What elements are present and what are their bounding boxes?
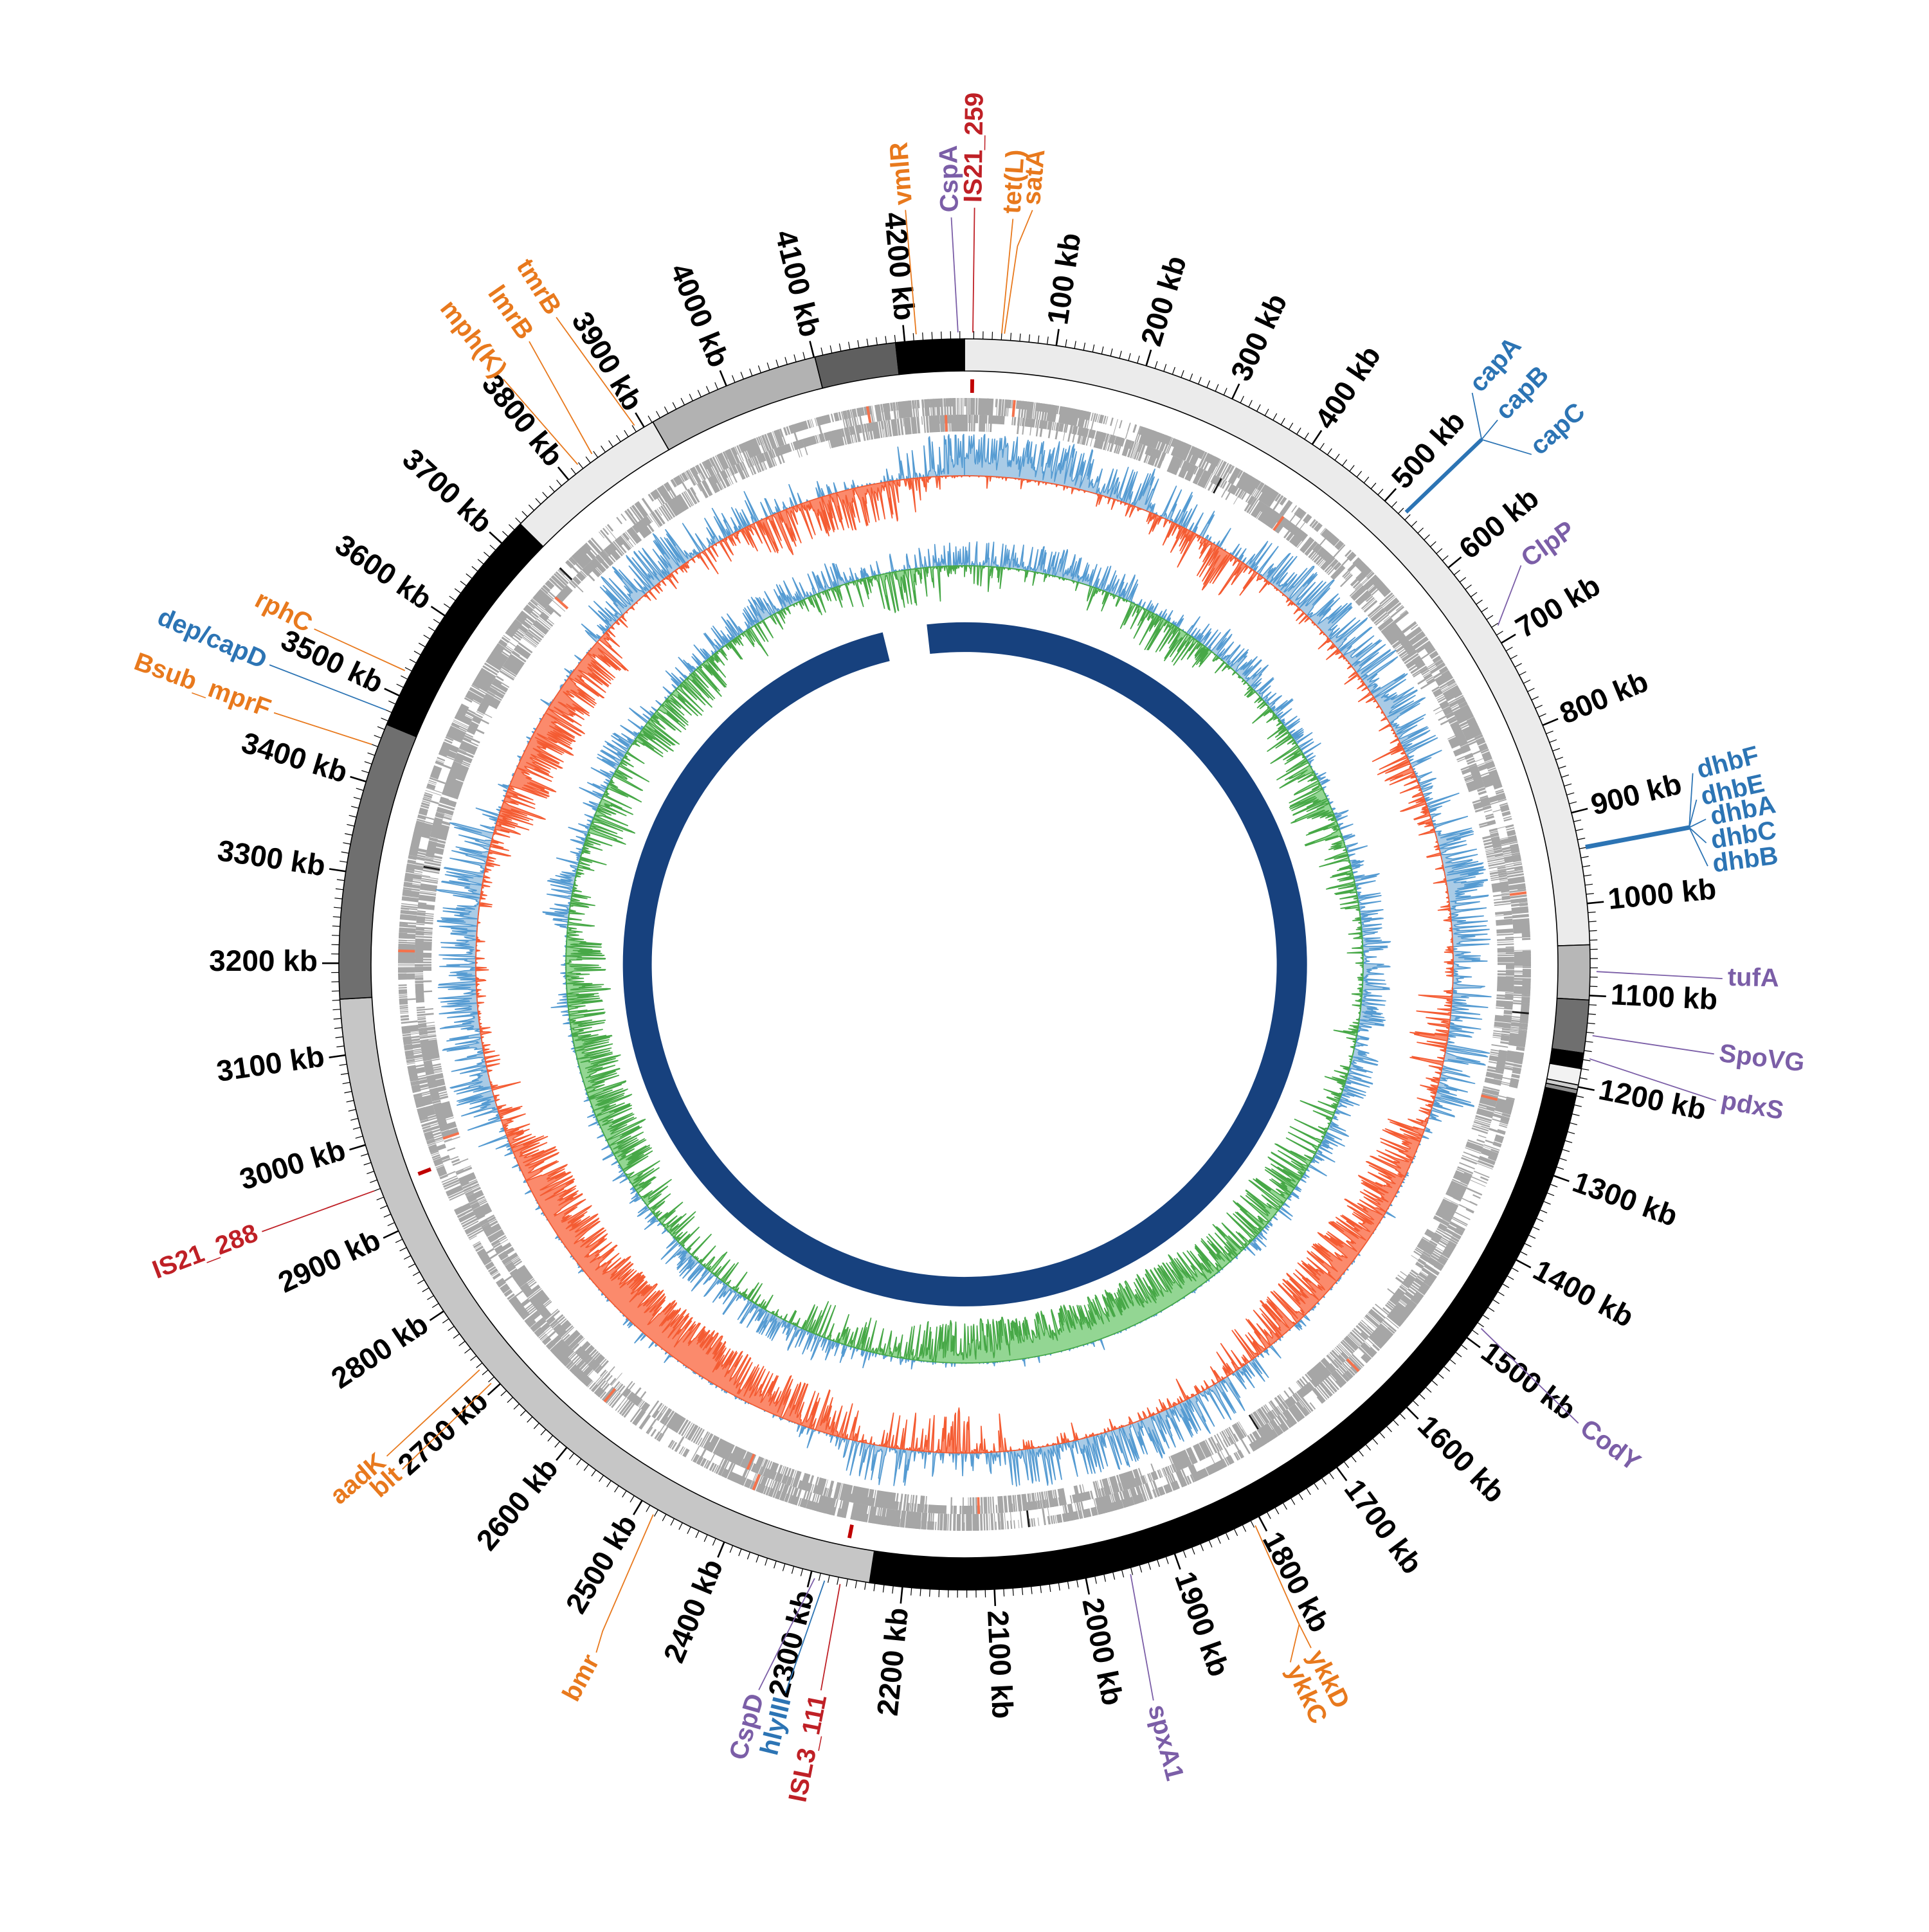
svg-text:tufA: tufA (1727, 963, 1779, 993)
svg-text:1100 kb: 1100 kb (1610, 977, 1719, 1016)
svg-text:vmlR: vmlR (885, 141, 918, 206)
svg-text:3200 kb: 3200 kb (209, 944, 318, 977)
svg-text:2100 kb: 2100 kb (981, 1609, 1020, 1719)
svg-text:satA: satA (1017, 148, 1051, 206)
svg-text:IS21_259: IS21_259 (959, 92, 988, 203)
